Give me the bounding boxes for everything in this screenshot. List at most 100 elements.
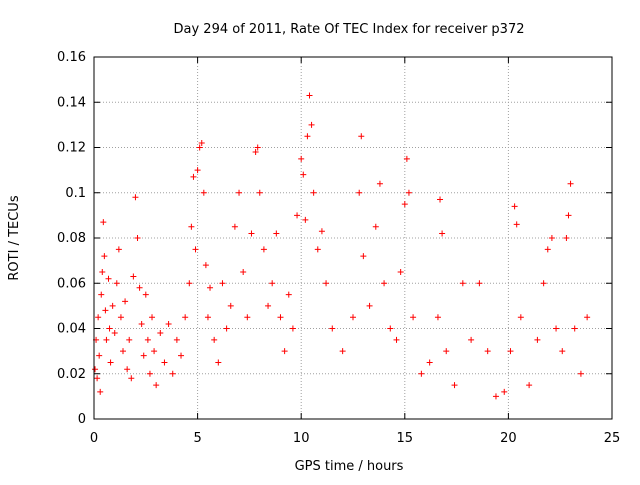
data-point [358, 133, 365, 140]
data-point [130, 273, 137, 280]
data-point [252, 149, 259, 156]
data-point [188, 223, 195, 230]
data-point [577, 370, 584, 377]
data-point [308, 121, 315, 128]
data-point [105, 275, 112, 282]
data-point [196, 144, 203, 151]
data-point [192, 246, 199, 253]
data-point [99, 268, 106, 275]
x-tick-label: 0 [90, 431, 98, 446]
data-point [329, 325, 336, 332]
data-point [200, 189, 207, 196]
data-point [401, 201, 408, 208]
data-point [376, 180, 383, 187]
data-point [260, 246, 267, 253]
data-point [548, 235, 555, 241]
data-point [207, 284, 214, 291]
data-point [106, 325, 113, 332]
data-point [289, 325, 296, 332]
data-point [285, 291, 292, 298]
grid-lines [94, 57, 612, 419]
y-tick-label: 0.08 [57, 231, 86, 246]
data-point [101, 253, 108, 260]
data-point [418, 370, 425, 377]
data-point [161, 359, 168, 366]
data-point [169, 370, 176, 377]
y-axis-label: ROTI / TECUs [7, 195, 22, 280]
data-point [256, 189, 263, 196]
data-point [571, 325, 578, 332]
y-tick-labels: 0 0.02 0.04 0.06 0.08 0.1 0.12 0.14 0.16 [57, 50, 86, 427]
data-point [157, 330, 164, 337]
x-tick-labels: 0 5 10 15 20 25 [90, 431, 620, 446]
data-point [526, 382, 533, 389]
data-point [240, 268, 247, 275]
data-point [381, 280, 388, 287]
data-point [501, 388, 508, 395]
data-point [182, 314, 189, 321]
data-point [132, 194, 139, 201]
data-point [507, 348, 514, 355]
data-point [97, 388, 104, 395]
data-point [565, 212, 572, 219]
data-point [517, 314, 524, 321]
x-axis-label: GPS time / hours [295, 459, 404, 474]
chart-title: Day 294 of 2011, Rate Of TEC Index for r… [174, 22, 525, 37]
data-point [397, 268, 404, 275]
data-point [559, 348, 566, 355]
data-point [146, 370, 153, 377]
x-tick-label: 25 [604, 431, 621, 446]
data-point [92, 366, 99, 373]
data-point [387, 325, 394, 332]
data-point [136, 284, 143, 291]
data-point [113, 280, 120, 287]
x-tick-label: 10 [293, 431, 310, 446]
data-point [306, 92, 313, 99]
y-tick-label: 0.14 [57, 95, 86, 110]
data-point [459, 280, 466, 287]
data-point [265, 302, 272, 309]
data-point [96, 352, 103, 359]
data-point [204, 314, 211, 321]
data-point [584, 314, 591, 321]
data-point [443, 348, 450, 355]
data-point [100, 219, 107, 226]
data-point [198, 139, 205, 146]
data-point [231, 223, 238, 230]
data-point [128, 375, 135, 382]
data-point [151, 348, 158, 355]
data-point [186, 280, 193, 287]
data-point [350, 314, 356, 321]
data-point [165, 320, 172, 327]
data-point [111, 330, 118, 337]
x-tick-label: 20 [500, 431, 517, 446]
data-point [339, 348, 346, 355]
data-point [153, 382, 160, 389]
data-point [318, 228, 325, 235]
x-tick-label: 15 [397, 431, 414, 446]
data-point [300, 171, 307, 178]
data-point [219, 280, 226, 287]
data-point [244, 314, 251, 321]
data-point [468, 336, 475, 343]
axis-ticks [93, 56, 613, 420]
data-point [302, 216, 309, 223]
data-point [103, 336, 110, 343]
data-point [126, 336, 133, 343]
data-point [98, 291, 105, 298]
data-point [102, 307, 109, 314]
y-tick-label: 0 [78, 412, 86, 427]
y-tick-label: 0.12 [57, 141, 86, 156]
x-tick-label: 5 [193, 431, 201, 446]
data-point [553, 325, 560, 332]
data-point [227, 302, 234, 309]
data-point [410, 314, 417, 321]
data-point [144, 336, 151, 343]
data-point [211, 336, 218, 343]
data-point [149, 314, 156, 321]
data-point [120, 348, 127, 355]
data-point [107, 359, 114, 366]
data-point [117, 314, 124, 321]
